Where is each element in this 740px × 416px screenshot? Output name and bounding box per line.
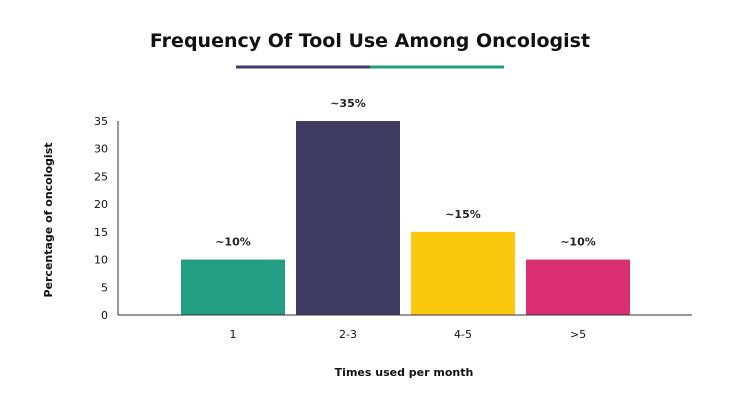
- bar-0: [181, 259, 285, 315]
- x-tick-label: 2-3: [339, 328, 357, 341]
- x-axis-label: Times used per month: [335, 366, 474, 379]
- chart-title: Frequency Of Tool Use Among Oncologist: [150, 30, 590, 52]
- y-tick-label: 20: [94, 198, 108, 211]
- bars-group: ~10% ~35% ~15% ~10%: [181, 97, 630, 315]
- y-tick-label: 10: [94, 254, 108, 267]
- bar-3: [526, 259, 630, 315]
- y-tick-label: 25: [94, 170, 108, 183]
- bar-data-label: ~10%: [560, 236, 596, 249]
- x-tick-label: 1: [230, 328, 237, 341]
- bar-data-label: ~35%: [330, 97, 366, 110]
- y-tick-label: 15: [94, 226, 108, 239]
- y-tick-label: 35: [94, 115, 108, 128]
- bar-data-label: ~10%: [215, 236, 251, 249]
- bar-2: [411, 231, 515, 315]
- bar-data-label: ~15%: [445, 208, 481, 221]
- y-axis-ticks: 0 5 10 15 20 25 30 35: [94, 115, 108, 322]
- y-tick-label: 0: [101, 309, 108, 322]
- y-tick-label: 5: [101, 281, 108, 294]
- y-tick-label: 30: [94, 143, 108, 156]
- x-axis-ticks: 1 2-3 4-5 >5: [230, 328, 587, 341]
- x-tick-label: >5: [570, 328, 586, 341]
- y-axis-label: Percentage of oncologist: [42, 142, 55, 297]
- bar-1: [296, 121, 400, 315]
- x-tick-label: 4-5: [454, 328, 472, 341]
